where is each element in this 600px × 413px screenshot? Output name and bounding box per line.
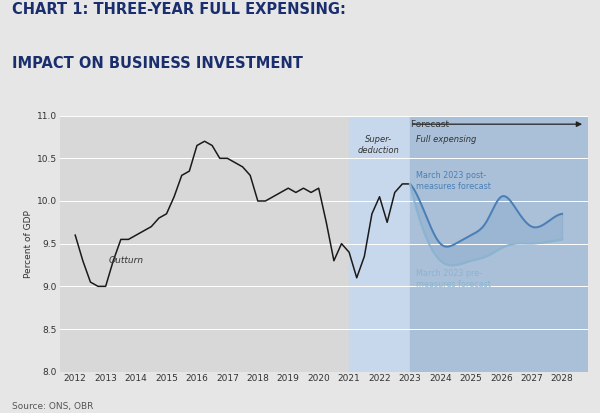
Text: CHART 1: THREE-YEAR FULL EXPENSING:: CHART 1: THREE-YEAR FULL EXPENSING: bbox=[12, 2, 346, 17]
Text: IMPACT ON BUSINESS INVESTMENT: IMPACT ON BUSINESS INVESTMENT bbox=[12, 56, 303, 71]
Text: Super-
deduction: Super- deduction bbox=[357, 135, 399, 155]
Text: March 2023 post-
measures forecast: March 2023 post- measures forecast bbox=[416, 171, 491, 191]
Bar bbox=[410, 116, 588, 372]
Text: Outturn: Outturn bbox=[109, 256, 144, 265]
Text: Forecast: Forecast bbox=[412, 120, 455, 129]
Text: March 2023 pre-
measures forecast: March 2023 pre- measures forecast bbox=[416, 269, 491, 290]
Text: Full expensing: Full expensing bbox=[416, 135, 476, 144]
Y-axis label: Percent of GDP: Percent of GDP bbox=[24, 210, 33, 278]
Text: Source: ONS, OBR: Source: ONS, OBR bbox=[12, 402, 94, 411]
Bar bbox=[349, 116, 410, 372]
